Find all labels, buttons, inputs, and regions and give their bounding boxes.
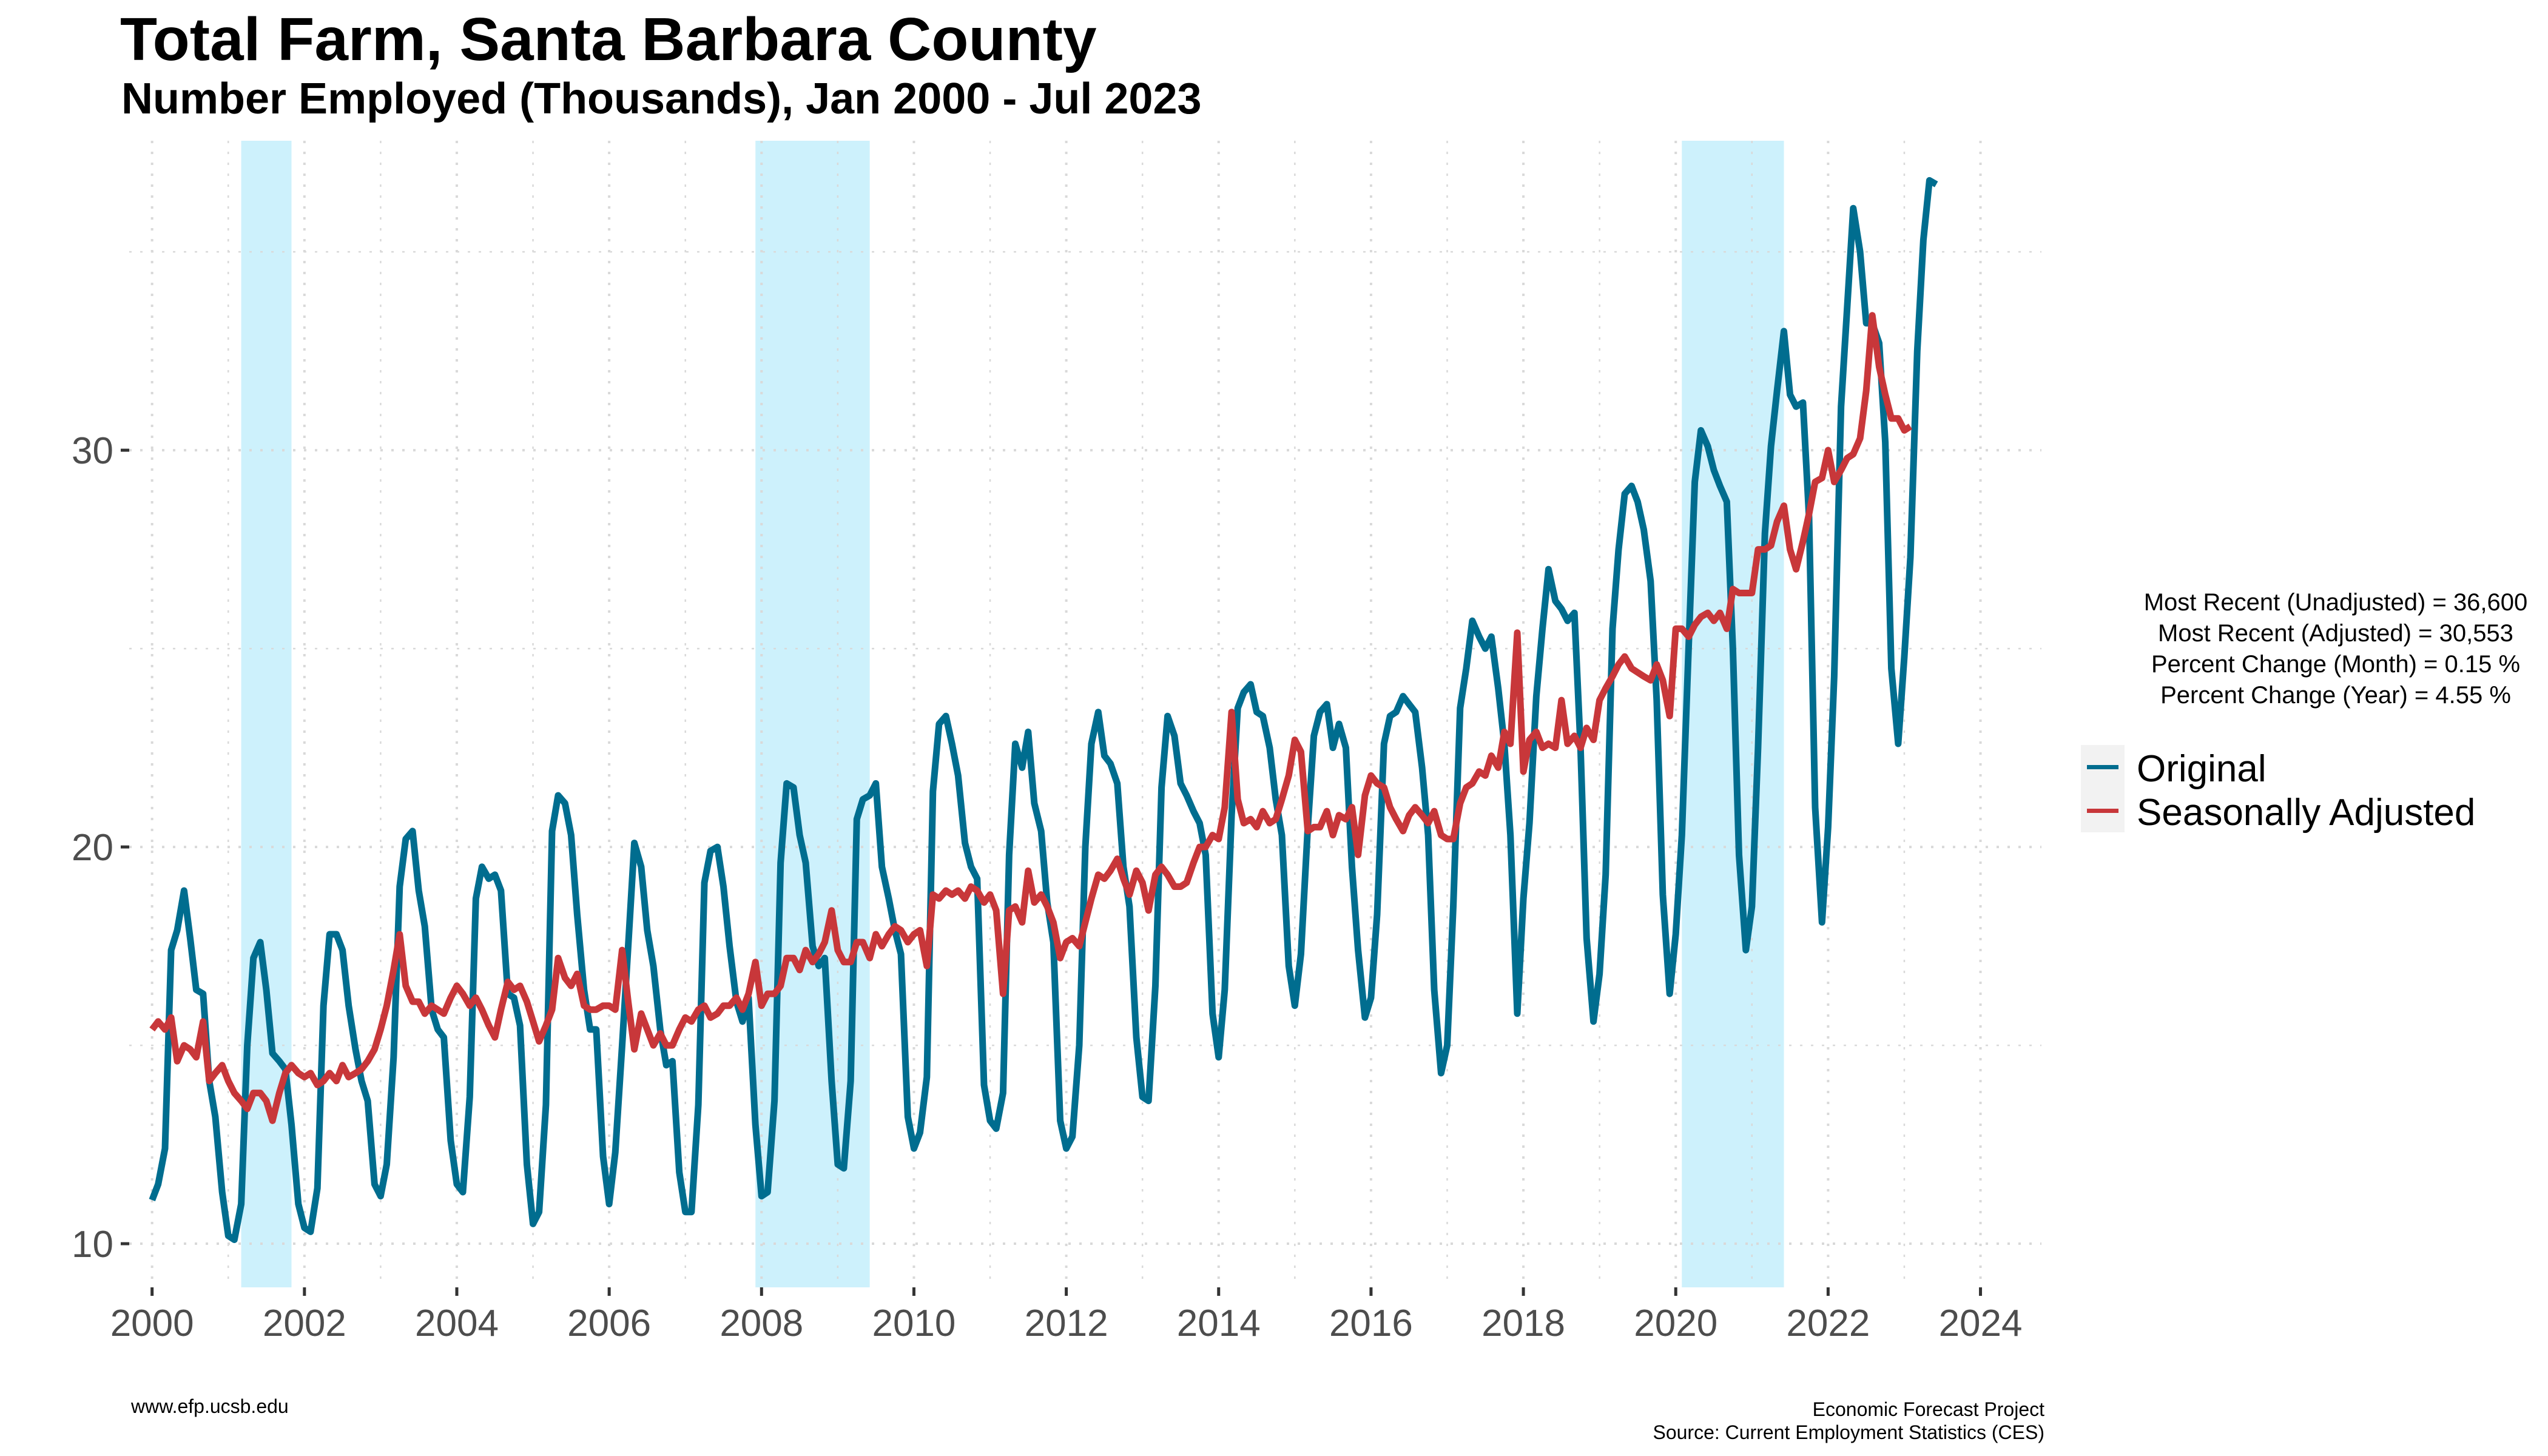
series-lines — [149, 177, 1938, 1243]
legend-label-original: Original — [2137, 748, 2267, 790]
legend-label-adjusted: Seasonally Adjusted — [2137, 792, 2476, 834]
recession-bands — [241, 141, 1784, 1287]
x-tick-label-2024: 2024 — [1939, 1303, 2023, 1344]
axis-ticks: 2000 2002 2004 2006 2008 2010 2012 2014 2016 2018… — [72, 430, 2022, 1344]
x-tick-label-2010: 2010 — [872, 1303, 956, 1344]
x-tick-label-2014: 2014 — [1177, 1303, 1261, 1344]
stat-percent-change-year: Percent Change (Year) = 4.55 % — [2160, 682, 2511, 709]
y-tick-label-10: 10 — [72, 1224, 113, 1266]
series-line-seasonally-adjusted — [149, 312, 1912, 1124]
chart-title: Total Farm, Santa Barbara County — [120, 5, 1097, 73]
x-tick-label-2008: 2008 — [720, 1303, 803, 1344]
summary-stats: Most Recent (Unadjusted) = 36,600 Most R… — [2075, 587, 2548, 711]
legend-key-adjusted — [2081, 789, 2125, 832]
x-tick-label-2018: 2018 — [1481, 1303, 1565, 1344]
x-tick-label-2020: 2020 — [1634, 1303, 1717, 1344]
grid-lines — [129, 141, 2041, 1287]
x-tick-label-2012: 2012 — [1025, 1303, 1108, 1344]
footer-data-source: Source: Current Employment Statistics (C… — [1653, 1421, 2044, 1443]
x-tick-label-2002: 2002 — [263, 1303, 346, 1344]
series-line-original — [149, 177, 1938, 1243]
recession-band-1 — [241, 141, 292, 1287]
x-tick-label-2006: 2006 — [567, 1303, 651, 1344]
footer-source: Economic Forecast Project Source: Curren… — [1653, 1398, 2044, 1444]
footer-website: www.efp.ucsb.edu — [131, 1395, 289, 1417]
footer-organization: Economic Forecast Project — [1812, 1398, 2044, 1420]
stat-percent-change-month: Percent Change (Month) = 0.15 % — [2151, 651, 2521, 678]
chart-subtitle: Number Employed (Thousands), Jan 2000 - … — [121, 75, 1202, 123]
x-tick-label-2004: 2004 — [415, 1303, 499, 1344]
stat-recent-unadjusted: Most Recent (Unadjusted) = 36,600 — [2143, 589, 2528, 616]
stat-recent-adjusted: Most Recent (Adjusted) = 30,553 — [2158, 620, 2513, 647]
y-tick-label-30: 30 — [72, 430, 113, 472]
x-tick-label-2022: 2022 — [1786, 1303, 1870, 1344]
x-tick-label-2016: 2016 — [1329, 1303, 1413, 1344]
y-tick-label-20: 20 — [72, 827, 113, 869]
legend-key-original — [2081, 745, 2125, 789]
x-tick-label-2000: 2000 — [110, 1303, 194, 1344]
